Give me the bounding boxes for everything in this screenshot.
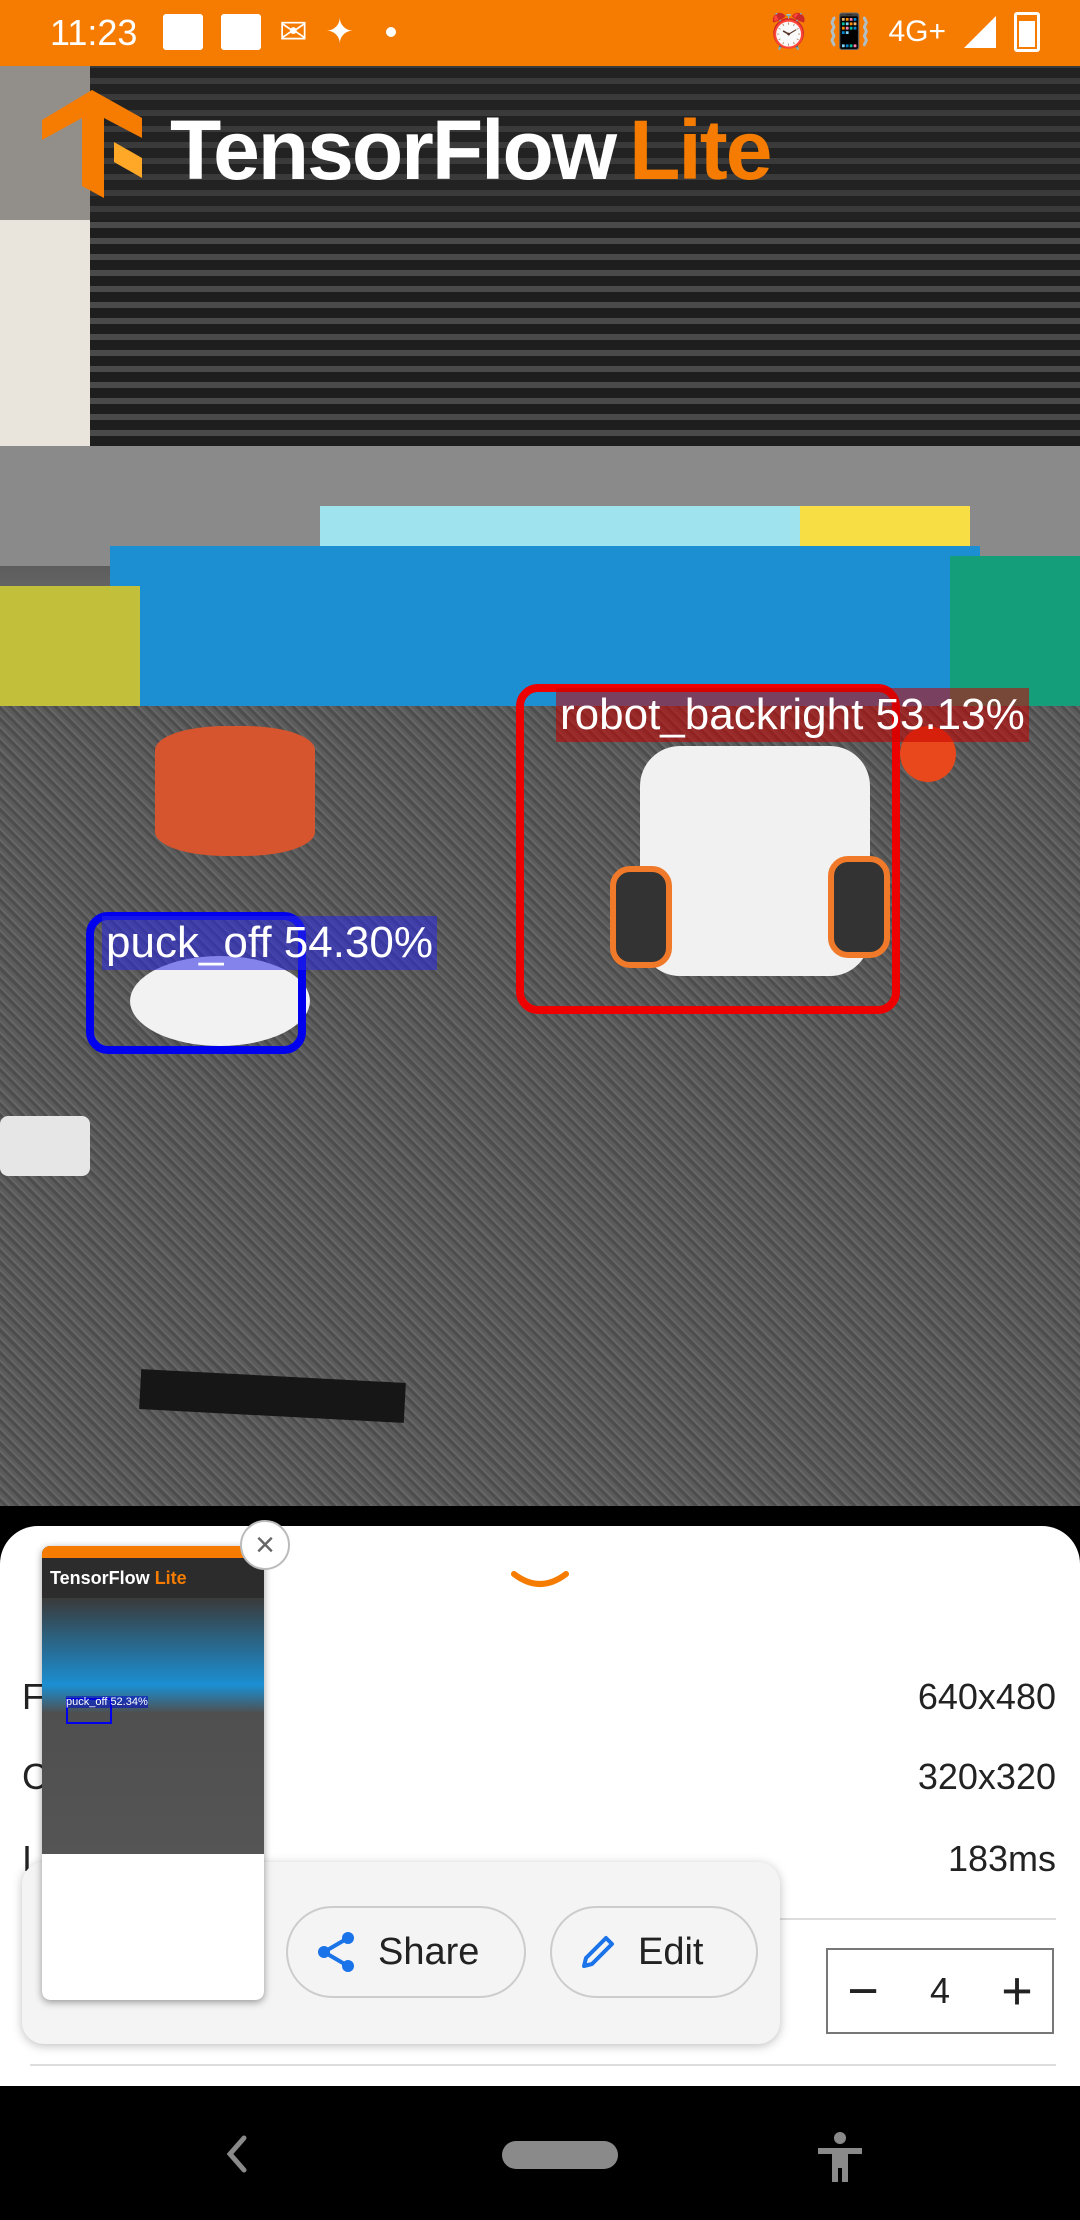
info-row-inference: I 183ms — [22, 1838, 1056, 1898]
app-title: TensorFlow Lite — [170, 102, 772, 199]
threads-stepper: − 4 + — [826, 1948, 1054, 2034]
thumb-logo-part2: Lite — [154, 1568, 187, 1588]
pencil-icon — [582, 1936, 614, 1968]
thumb-logo-part1: TensorFlow — [50, 1568, 150, 1588]
orange-cylinder — [155, 726, 315, 856]
status-time: 11:23 — [50, 12, 138, 53]
battery-icon — [1014, 12, 1040, 52]
info-value: 320x320 — [917, 1756, 1056, 1797]
edit-button[interactable]: Edit — [550, 1906, 758, 1998]
close-icon[interactable]: × — [240, 1520, 290, 1570]
share-icon — [318, 1932, 354, 1972]
pen-blue-wall — [110, 546, 980, 706]
window-blinds — [0, 66, 1080, 446]
outlook-icon: ✉ — [279, 13, 308, 51]
share-label: Share — [378, 1930, 480, 1973]
back-icon[interactable] — [222, 2134, 252, 2174]
info-row-crop: C 320x320 — [22, 1756, 1056, 1816]
tensorflow-logo-icon — [42, 90, 142, 198]
app-title-part2: Lite — [629, 103, 772, 197]
system-icons: ⏰ 📳 4G+ — [768, 12, 1040, 52]
alarm-icon: ⏰ — [767, 13, 811, 51]
dot-icon — [386, 27, 396, 37]
detection-label-puck: puck_off 54.30% — [102, 916, 437, 970]
detection-label-robot: robot_backright 53.13% — [556, 688, 1029, 742]
info-row-frame: F 640x480 — [22, 1676, 1056, 1736]
image-icon — [221, 14, 261, 50]
threads-value: 4 — [929, 1970, 951, 2011]
thumb-status-bar — [42, 1546, 264, 1558]
thumb-logo: TensorFlow Lite — [42, 1558, 264, 1598]
info-label: F — [22, 1676, 44, 1717]
screenshot-thumbnail[interactable]: TensorFlow Lite puck_off 52.34% — [42, 1546, 264, 2000]
minus-button[interactable]: − — [847, 1961, 879, 2021]
edit-label: Edit — [638, 1930, 704, 1973]
share-button[interactable]: Share — [286, 1906, 526, 1998]
vibrate-icon: 📳 — [828, 13, 871, 51]
robot — [610, 746, 890, 976]
info-label: I — [22, 1838, 33, 1879]
navigation-bar — [0, 2086, 1080, 2220]
status-bar: 11:23 ✉ ✦ ⏰ 📳 4G+ — [0, 0, 1080, 66]
pinwheel-icon: ✦ — [325, 13, 355, 51]
camera-preview: robot_backright 53.13% puck_off 54.30% — [0, 66, 1080, 1506]
white-clip — [0, 1116, 90, 1176]
chevron-down-icon[interactable] — [510, 1568, 570, 1598]
notification-icons: ✉ ✦ — [163, 14, 396, 50]
image-icon — [163, 14, 203, 50]
thumb-camera: puck_off 52.34% — [42, 1598, 264, 1854]
home-button[interactable] — [502, 2141, 618, 2169]
plus-button[interactable]: + — [1001, 1961, 1033, 2021]
divider — [30, 2064, 1056, 2066]
robot-wheel — [610, 866, 672, 968]
thumb-detection-label: puck_off 52.34% — [66, 1696, 148, 1708]
puck — [130, 956, 310, 1046]
thumb-bottom-sheet — [42, 1854, 264, 2000]
accessibility-icon[interactable] — [812, 2130, 868, 2186]
info-value: 640x480 — [917, 1676, 1056, 1717]
signal-icon — [964, 16, 996, 48]
app-title-part1: TensorFlow — [170, 103, 617, 197]
app-header: TensorFlow Lite — [0, 66, 1080, 220]
info-value: 183ms — [947, 1838, 1056, 1879]
network-type: 4G+ — [888, 15, 946, 48]
robot-wheel — [828, 856, 890, 958]
